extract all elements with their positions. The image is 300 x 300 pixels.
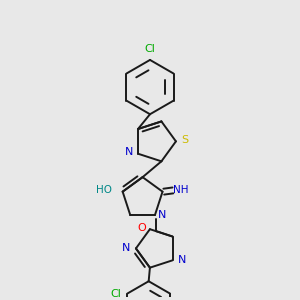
Text: S: S [181,135,188,145]
Text: N: N [158,210,166,220]
Text: Cl: Cl [145,44,155,54]
Text: NH: NH [173,185,189,195]
Text: Cl: Cl [111,289,122,298]
Text: N: N [178,255,186,265]
Text: O: O [137,223,146,233]
Text: N: N [125,148,134,158]
Text: N: N [122,243,131,254]
Text: HO: HO [96,185,112,195]
